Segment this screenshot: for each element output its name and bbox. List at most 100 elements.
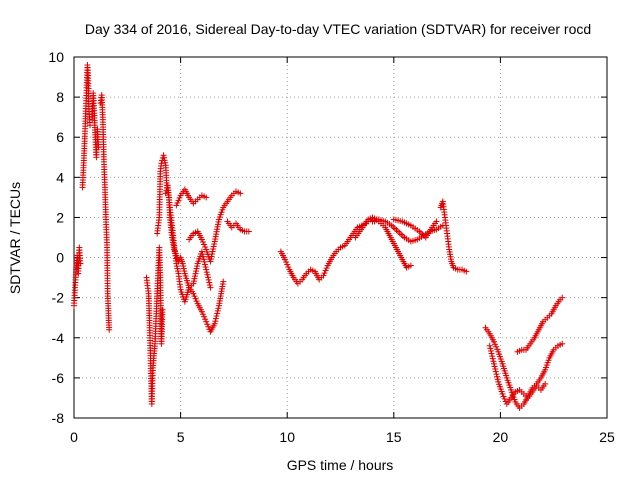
data-point	[500, 393, 507, 400]
data-point	[492, 368, 499, 375]
y-axis-label: SDTVAR / TECUs	[7, 182, 23, 294]
data-point	[191, 273, 198, 280]
data-point	[207, 258, 214, 265]
data-point	[198, 236, 205, 243]
data-point	[205, 323, 212, 330]
data-point	[201, 241, 208, 248]
data-point	[208, 253, 215, 260]
y-tick-label: -2	[52, 290, 65, 306]
data-point	[198, 308, 205, 315]
data-point	[200, 256, 207, 263]
data-point	[207, 284, 214, 291]
data-point	[203, 266, 210, 273]
data-point	[284, 261, 291, 268]
data-point	[323, 265, 330, 272]
axis-ticks: 0 5 10 15 20 25 -8 -6 -4 -2 0 2 4 6 8 10	[48, 49, 615, 445]
data-point	[201, 313, 208, 320]
data-point	[193, 265, 200, 272]
data-point	[158, 160, 165, 167]
data-point	[206, 279, 213, 286]
data-point	[215, 305, 222, 312]
data-point	[237, 190, 244, 197]
data-point	[212, 318, 219, 325]
data-point	[212, 315, 219, 322]
data-point	[396, 229, 403, 236]
data-point	[202, 264, 209, 271]
data-point	[494, 373, 501, 380]
data-point	[179, 260, 186, 267]
data-point	[174, 268, 181, 275]
data-point	[211, 320, 218, 327]
data-point	[206, 282, 213, 289]
data-point	[209, 248, 216, 255]
data-point	[211, 241, 218, 248]
data-point	[205, 274, 212, 281]
data-point	[487, 347, 494, 354]
data-point	[199, 311, 206, 318]
data-point	[199, 251, 206, 258]
data-point	[203, 194, 210, 201]
data-point	[200, 253, 207, 260]
data-point	[173, 202, 180, 209]
data-point	[176, 194, 183, 201]
x-axis-label: GPS time / hours	[287, 457, 394, 473]
y-tick-label: -6	[52, 370, 65, 386]
data-point	[245, 228, 252, 235]
y-tick-label: 6	[56, 129, 64, 145]
data-point	[463, 268, 470, 275]
data-point	[393, 226, 400, 233]
data-point	[194, 263, 201, 270]
data-point	[160, 152, 167, 159]
x-tick-label: 15	[386, 429, 402, 445]
data-point	[542, 380, 549, 387]
data-point	[489, 355, 496, 362]
data-point	[180, 263, 187, 270]
data-point	[489, 353, 496, 360]
data-point	[205, 276, 212, 283]
data-point	[173, 260, 180, 267]
data-point	[214, 307, 221, 314]
data-point	[494, 346, 501, 353]
data-point	[181, 268, 188, 275]
data-point	[193, 298, 200, 305]
data-point	[488, 350, 495, 357]
data-point	[492, 366, 499, 373]
data-point	[395, 228, 402, 235]
data-point	[391, 225, 398, 232]
data-point	[190, 290, 197, 297]
data-point	[210, 243, 217, 250]
data-point	[213, 313, 220, 320]
data-point	[390, 223, 397, 230]
x-tick-label: 10	[279, 429, 295, 445]
y-tick-label: -8	[52, 410, 65, 426]
data-point	[162, 190, 169, 197]
data-point	[493, 343, 500, 350]
y-tick-label: 10	[48, 49, 64, 65]
chart-title: Day 334 of 2016, Sidereal Day-to-day VTE…	[85, 21, 591, 37]
data-point	[398, 231, 405, 238]
plot-frame	[73, 56, 608, 419]
data-point	[161, 157, 168, 164]
data-point	[493, 371, 500, 378]
data-point	[499, 390, 506, 397]
x-tick-label: 25	[599, 429, 615, 445]
data-point	[433, 218, 440, 225]
data-point	[180, 265, 187, 272]
data-point	[494, 376, 501, 383]
data-point	[220, 278, 227, 285]
data-point	[204, 271, 211, 278]
data-point	[559, 294, 566, 301]
data-point	[192, 270, 199, 277]
data-point	[407, 262, 414, 269]
data-point	[77, 260, 84, 267]
data-point	[201, 258, 208, 265]
grid-lines	[74, 57, 607, 418]
x-tick-label: 0	[70, 429, 78, 445]
data-point	[201, 261, 208, 268]
data-point	[321, 270, 328, 277]
data-point	[501, 395, 508, 402]
data-point	[399, 232, 406, 239]
data-point	[486, 342, 493, 349]
data-point	[161, 154, 168, 161]
y-tick-label: 0	[56, 250, 64, 266]
